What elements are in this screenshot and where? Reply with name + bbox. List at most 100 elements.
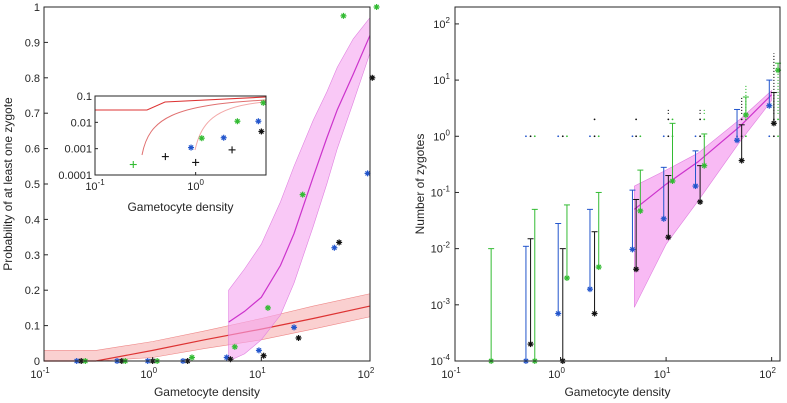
right-y-tick-label: 101	[433, 72, 450, 87]
left-y-tick-label: 0.3	[25, 250, 40, 262]
right-x-tick-label: 101	[654, 366, 671, 381]
left-y-tick-label: 0.7	[25, 108, 40, 120]
inset-x-tick-label: 100	[187, 178, 204, 193]
right-black-raw-dot	[699, 118, 702, 121]
inset-y-tick-label: 0.001	[64, 144, 92, 156]
right-blue-mean-point	[766, 102, 773, 109]
inset-y-tick-label: 0.1	[77, 91, 92, 103]
right-blue-raw-dot	[631, 135, 634, 138]
right-green-raw-dot	[703, 118, 706, 121]
inset-green-point	[198, 135, 205, 142]
right-panel: 10-4 10-3 10-2 10-1 100 101 102 10-1 100 101 102 Ga…	[413, 6, 782, 399]
left-blue-point	[255, 347, 262, 354]
left-black-point	[369, 74, 376, 81]
right-y-tick-label: 10-4	[431, 353, 451, 368]
inset-fit-lower-2	[194, 101, 267, 151]
inset-blue-point	[220, 134, 227, 141]
left-panel: 0 0.1 0.2 0.3 0.4 0.5 0.6 0.7 0.8 0.9 1 10-1 100 101 1…	[1, 2, 380, 399]
inset-black-plus	[192, 158, 200, 166]
left-green-point	[373, 4, 380, 10]
right-green-raw-dot	[744, 118, 747, 121]
right-green-mean-point	[742, 111, 749, 118]
left-y-tick-label: 0.2	[25, 285, 40, 297]
right-blue-mean-point	[660, 215, 667, 222]
left-y-tick-label: 0.5	[25, 179, 40, 191]
inset-red-fit	[95, 96, 267, 111]
right-axes-box	[454, 6, 781, 362]
right-blue-raw-dot	[662, 135, 665, 138]
right-y-tick-label: 102	[433, 16, 450, 31]
inset-green-plus	[129, 161, 137, 169]
right-plot-area	[455, 7, 780, 361]
left-x-tick-label: 101	[249, 366, 266, 381]
left-y-tick-label: 0.1	[25, 321, 40, 333]
right-y-tick-label: 100	[433, 128, 450, 143]
right-black-raw-dot	[772, 135, 775, 138]
inset-green-point	[234, 118, 241, 125]
inset-blue-point	[255, 118, 262, 125]
right-blue-mean-point	[692, 183, 699, 190]
right-green-raw-dot	[566, 135, 568, 138]
right-blue-mean-point	[586, 286, 593, 293]
left-y-tick-label: 0	[34, 356, 40, 368]
right-y-tick-label: 10-3	[431, 297, 451, 312]
left-black-point	[260, 352, 267, 359]
right-green-mean-point	[701, 162, 708, 169]
inset-green-point	[260, 99, 267, 106]
right-blue-raw-dot	[768, 135, 771, 138]
right-green-raw-dot	[597, 135, 600, 138]
left-green-point	[340, 12, 347, 19]
inset-black-point	[258, 128, 265, 135]
right-green-mean-point	[595, 264, 602, 271]
right-black-mean-point	[527, 341, 534, 348]
right-black-mean-point	[665, 234, 672, 241]
inset-x-tick-label: 10-1	[85, 178, 105, 193]
left-blue-point	[291, 324, 298, 331]
inset-x-axis-label: Gametocyte density	[127, 200, 233, 214]
right-blue-mean-point	[734, 137, 741, 144]
right-magenta-fit	[633, 94, 773, 210]
inset-fit-lower	[141, 99, 267, 156]
right-blue-mean-point	[555, 310, 562, 317]
left-x-tick-label: 102	[358, 366, 375, 381]
right-black-raw-dot	[529, 135, 532, 138]
inset-black-plus	[228, 146, 236, 154]
right-blue-raw-dot	[525, 135, 527, 138]
right-black-raw-dot	[667, 135, 670, 138]
right-black-raw-dot	[561, 135, 564, 138]
left-green-point	[231, 343, 238, 350]
left-y-tick-label: 0.4	[25, 214, 40, 226]
right-green-raw-dot	[777, 135, 779, 138]
left-blue-point	[331, 244, 338, 251]
left-green-point	[264, 304, 271, 311]
right-black-raw-dot	[635, 135, 638, 138]
left-x-tick-label: 100	[140, 366, 157, 381]
right-x-axis-label: Gametocyte density	[564, 385, 670, 399]
right-green-raw-dot	[533, 135, 536, 138]
inset-y-tick-label: 0.01	[71, 117, 92, 129]
right-black-raw-dot	[635, 118, 638, 121]
right-blue-raw-dot	[694, 135, 697, 138]
left-y-axis-label: Probability of at least one zygote	[1, 97, 15, 271]
right-black-mean-point	[591, 310, 598, 317]
right-green-mean-point	[637, 207, 644, 214]
right-green-raw-dot	[744, 135, 747, 138]
right-blue-mean-point	[629, 246, 636, 253]
left-y-tick-label: 0.8	[25, 73, 40, 85]
right-y-axis-label: Number of zygotes	[413, 134, 427, 235]
right-black-raw-dot	[593, 135, 596, 138]
right-black-raw-dot	[740, 118, 743, 121]
right-black-mean-point	[770, 120, 777, 127]
inset-y-tick-label: 0.0001	[58, 170, 92, 182]
right-green-mean-point	[563, 275, 570, 282]
left-green-point	[299, 191, 306, 198]
inset-axes-box	[94, 95, 267, 176]
right-black-raw-dot	[593, 118, 596, 121]
right-magenta-band	[634, 89, 772, 308]
right-x-tick-label: 100	[548, 366, 565, 381]
inset-blue-point	[188, 144, 195, 151]
left-green-point	[188, 354, 195, 361]
right-black-raw-dot	[667, 118, 670, 121]
right-x-tick-label: 10-1	[441, 366, 461, 381]
